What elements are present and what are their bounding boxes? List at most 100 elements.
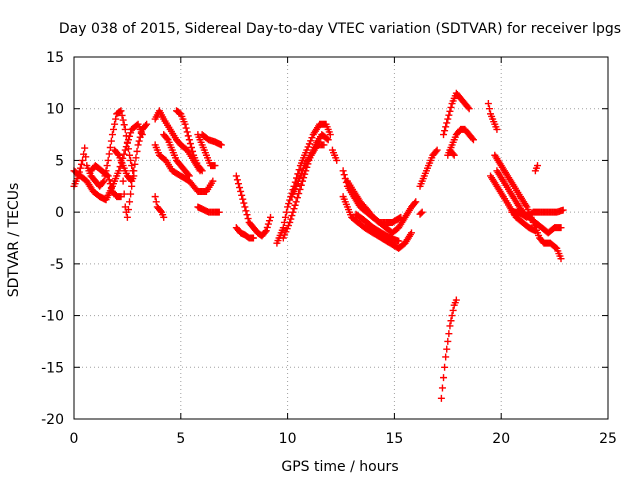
data-point	[100, 177, 108, 185]
data-point	[122, 143, 130, 151]
series-arc-12	[198, 131, 225, 149]
data-point	[211, 162, 219, 170]
y-tick-label: 10	[46, 102, 64, 118]
x-tick-label: 15	[385, 431, 403, 447]
data-point	[77, 160, 85, 168]
series-arc-23	[352, 210, 403, 245]
data-point	[293, 194, 301, 202]
data-point	[142, 122, 150, 130]
data-point	[449, 150, 457, 158]
data-point	[110, 125, 118, 133]
y-tick-label: -5	[50, 257, 64, 273]
series-arc-26	[440, 89, 473, 139]
series-arc-10	[173, 107, 206, 175]
data-point	[442, 353, 450, 361]
series-arc-7	[151, 141, 217, 195]
data-point	[119, 116, 127, 124]
data-point	[151, 193, 159, 201]
series-arc-27	[444, 125, 477, 159]
data-point	[197, 165, 205, 173]
data-point	[217, 141, 225, 149]
y-tick-label: 0	[55, 205, 64, 221]
data-point	[121, 125, 129, 133]
data-point	[134, 141, 142, 149]
y-tick-label: 5	[55, 153, 64, 169]
data-point	[442, 123, 450, 131]
data-point	[127, 176, 135, 184]
data-point	[185, 136, 193, 144]
data-point	[290, 205, 298, 213]
data-point	[445, 111, 453, 119]
data-point	[339, 167, 347, 175]
data-point	[411, 199, 419, 207]
series-arc-25	[416, 146, 441, 190]
data-point	[441, 127, 449, 135]
data-point	[450, 151, 458, 159]
data-point	[131, 160, 139, 168]
data-point	[464, 103, 472, 111]
data-point	[412, 198, 420, 206]
data-point	[320, 141, 328, 149]
data-point	[559, 206, 567, 214]
data-point	[267, 213, 275, 221]
data-point	[232, 172, 240, 180]
data-point	[198, 167, 206, 175]
series-arc-14	[232, 172, 275, 240]
series-arc-2	[70, 120, 146, 204]
data-point	[187, 144, 195, 151]
series-arc-18	[288, 141, 328, 201]
data-point	[243, 211, 251, 219]
data-point	[240, 199, 248, 207]
data-point	[446, 322, 454, 330]
data-point	[407, 229, 415, 237]
data-point	[152, 198, 160, 206]
data-point	[241, 203, 249, 211]
data-point	[441, 363, 449, 371]
data-point	[283, 225, 291, 233]
data-point	[295, 166, 303, 174]
data-point	[184, 132, 192, 140]
data-point	[493, 125, 501, 133]
data-point	[323, 135, 331, 143]
data-point	[418, 208, 426, 216]
data-point	[119, 177, 127, 185]
chart-title: Day 038 of 2015, Sidereal Day-to-day VTE…	[59, 21, 621, 37]
data-point	[445, 330, 453, 338]
data-point	[279, 234, 287, 242]
x-axis-label: GPS time / hours	[281, 459, 398, 475]
data-point	[124, 206, 132, 214]
data-point	[284, 203, 292, 211]
data-point	[285, 200, 293, 208]
y-tick-label: -20	[41, 412, 64, 428]
data-point	[124, 136, 132, 144]
data-point	[135, 137, 143, 145]
data-point	[286, 218, 294, 226]
data-point	[444, 337, 452, 345]
data-point	[292, 198, 300, 206]
plot-frame	[73, 56, 609, 420]
data-point	[106, 180, 114, 188]
data-point	[120, 190, 128, 198]
y-tick-label: -15	[41, 360, 64, 376]
data-point	[189, 147, 197, 155]
data-point	[283, 208, 291, 216]
data-point	[182, 124, 190, 132]
data-point	[396, 214, 404, 222]
data-point	[128, 177, 136, 185]
data-point	[106, 144, 114, 151]
data-point	[397, 213, 405, 221]
series-arc-3	[87, 162, 125, 201]
data-point	[127, 129, 135, 137]
data-point	[263, 223, 271, 231]
data-point	[108, 131, 116, 139]
data-point	[447, 103, 455, 111]
series-arc-24	[416, 208, 426, 218]
data-point	[209, 177, 217, 185]
data-point	[432, 147, 440, 155]
data-point	[79, 156, 87, 164]
data-point	[557, 255, 565, 263]
data-point	[340, 171, 348, 179]
series-arc-8	[151, 193, 168, 221]
data-point	[242, 207, 250, 215]
data-point	[234, 180, 242, 188]
